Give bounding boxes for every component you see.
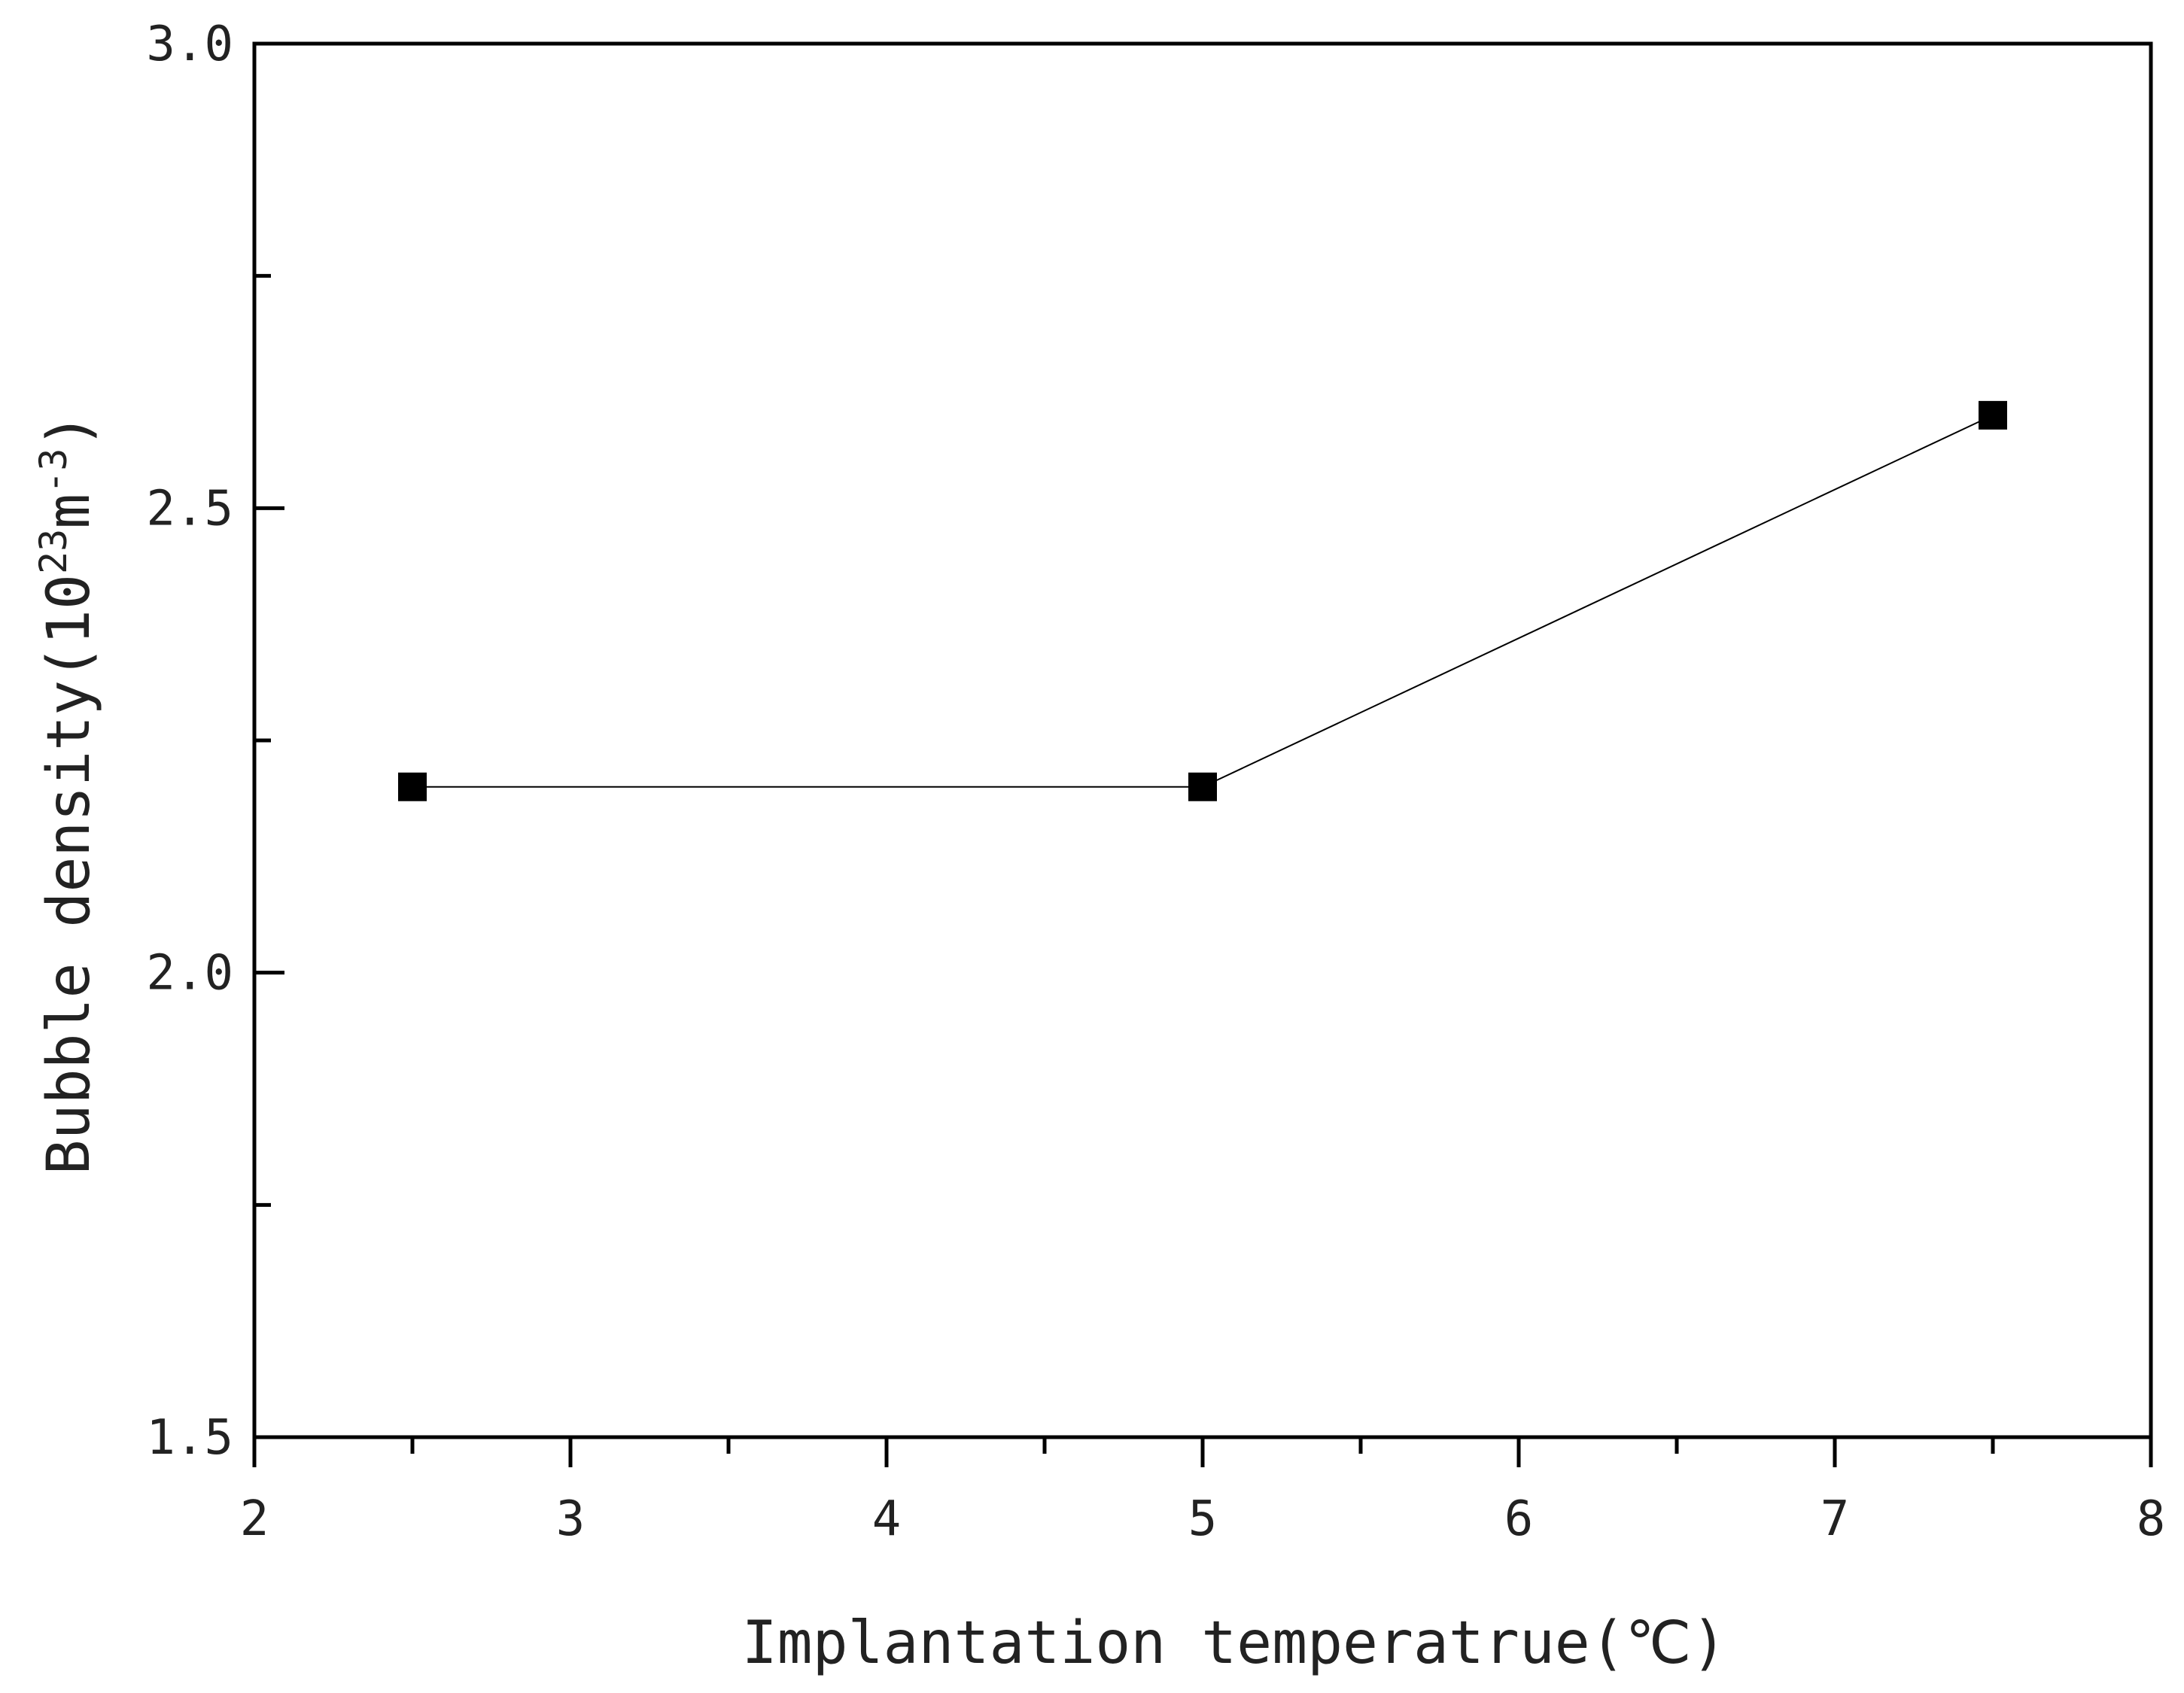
y-tick-label: 2.0 bbox=[146, 946, 233, 1002]
y-axis-title-exponent-1: 23 bbox=[32, 529, 75, 574]
x-tick-label: 4 bbox=[872, 1491, 902, 1547]
y-tick-label: 3.0 bbox=[146, 17, 233, 72]
y-tick-label: 1.5 bbox=[146, 1410, 233, 1466]
x-axis-title: Implantation temperatrue(℃) bbox=[742, 1609, 1727, 1677]
series-layer bbox=[398, 400, 2007, 801]
x-axis-ticks: 2 3 4 5 6 7 8 bbox=[240, 1437, 2166, 1547]
y-axis-title-unit: m bbox=[35, 494, 103, 529]
x-tick-label: 3 bbox=[556, 1491, 586, 1547]
data-point-marker bbox=[398, 772, 427, 801]
x-tick-label: 2 bbox=[240, 1491, 269, 1547]
x-tick-label: 8 bbox=[2137, 1491, 2166, 1547]
y-axis-title-prefix: Bubble density(10 bbox=[35, 574, 103, 1175]
data-point-marker bbox=[1979, 400, 2007, 430]
data-point-marker bbox=[1188, 772, 1217, 801]
y-axis-ticks: 1.5 2.0 2.5 3.0 bbox=[146, 17, 284, 1466]
x-tick-label: 7 bbox=[1821, 1491, 1850, 1547]
x-tick-label: 5 bbox=[1188, 1491, 1218, 1547]
y-tick-label: 2.5 bbox=[146, 481, 233, 536]
y-axis-title-exponent-2: -3 bbox=[32, 448, 75, 494]
x-tick-label: 6 bbox=[1504, 1491, 1534, 1547]
series-line-segment bbox=[1202, 414, 1994, 788]
y-axis-title: Bubble density(1023m-3) bbox=[32, 413, 103, 1175]
y-axis-title-suffix: ) bbox=[35, 413, 103, 448]
